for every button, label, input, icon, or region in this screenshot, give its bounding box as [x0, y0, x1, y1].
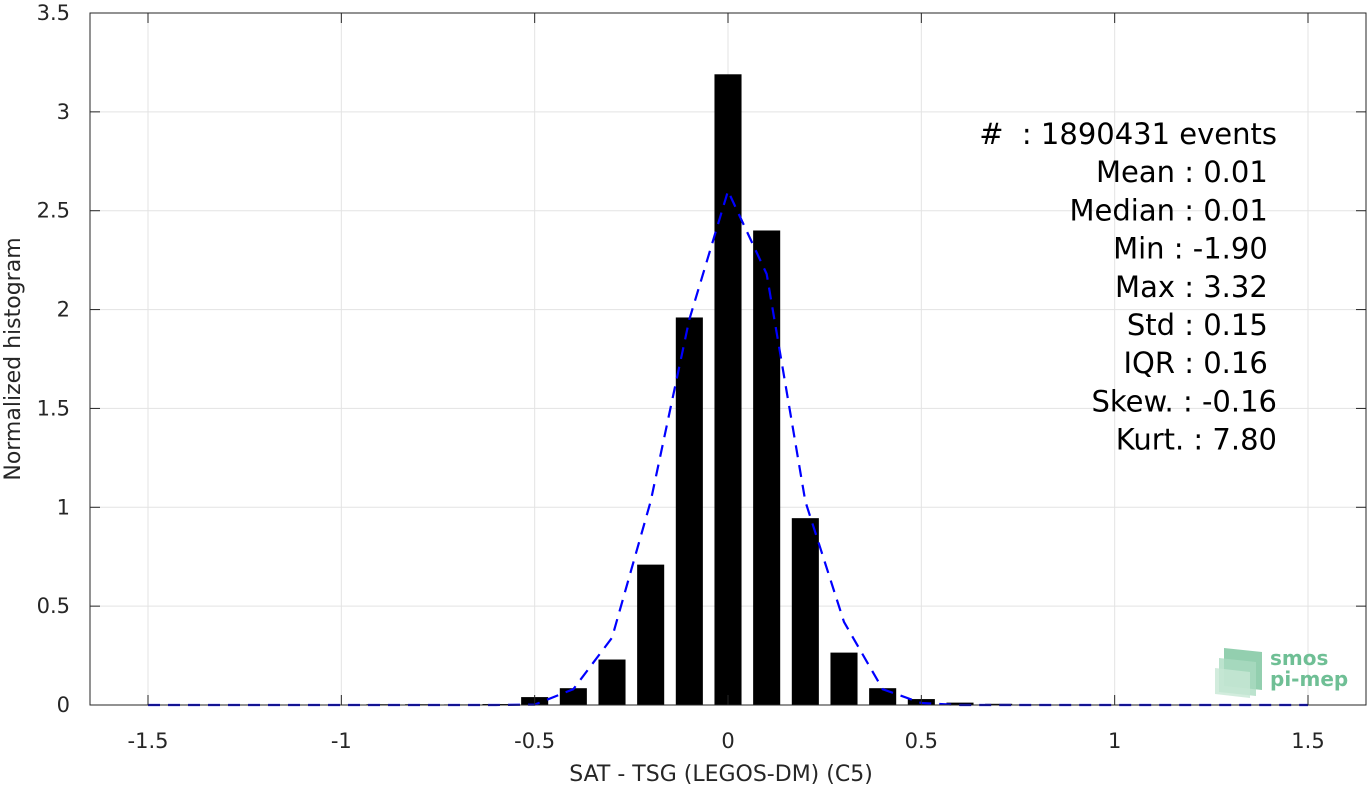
- logo-text-pimep: pi-mep: [1270, 667, 1348, 691]
- y-tick-label: 0: [57, 693, 70, 717]
- histogram-bar: [791, 518, 819, 705]
- x-tick-label: 0.5: [905, 729, 938, 753]
- stat-annotation: Kurt. : 7.80: [1116, 423, 1277, 457]
- stat-annotation: # : 1890431 events: [979, 117, 1277, 151]
- histogram-bar: [946, 702, 974, 705]
- statistics-box: # : 1890431 events Mean : 0.01 Median : 0…: [979, 117, 1277, 457]
- x-tick-label: 1.5: [1291, 729, 1324, 753]
- histogram-bar: [637, 564, 665, 705]
- histogram-bar: [985, 703, 1013, 705]
- logo-text-smos: smos: [1270, 646, 1328, 670]
- y-tick-label: 3: [57, 100, 70, 124]
- histogram-bar: [830, 652, 858, 705]
- y-axis-label: Normalized histogram: [1, 237, 26, 480]
- axis-ticks: [90, 12, 1366, 706]
- histogram-bar: [675, 317, 703, 705]
- y-tick-label: 2.5: [37, 199, 70, 223]
- y-tick-label: 1.5: [37, 396, 70, 420]
- y-tick-label: 0.5: [37, 594, 70, 618]
- x-tick-labels: -1.5 -1 -0.5 0 0.5 1 1.5: [128, 729, 1325, 753]
- x-tick-label: 1: [1108, 729, 1121, 753]
- y-tick-labels: 0 0.5 1 1.5 2 2.5 3 3.5: [37, 1, 70, 717]
- stat-annotation: IQR : 0.16: [1123, 346, 1277, 380]
- histogram-bar: [869, 688, 897, 705]
- stat-annotation: Max : 3.32: [1115, 270, 1277, 304]
- histogram-bar: [753, 230, 781, 705]
- stat-annotation: Mean : 0.01: [1096, 155, 1277, 189]
- stat-annotation: Skew. : -0.16: [1091, 384, 1277, 418]
- x-tick-label: 0: [721, 729, 734, 753]
- logo-mark-icon: [1215, 648, 1262, 698]
- stat-annotation: Median : 0.01: [1070, 193, 1277, 227]
- histogram-bar: [598, 659, 626, 705]
- smos-pi-mep-logo: smos pi-mep: [1215, 646, 1348, 698]
- histogram-bar: [559, 688, 587, 705]
- stat-annotation: Min : -1.90: [1113, 232, 1277, 266]
- histogram-bar: [714, 74, 742, 705]
- x-tick-label: -0.5: [514, 729, 555, 753]
- x-tick-label: -1: [331, 729, 352, 753]
- x-axis-label: SAT - TSG (LEGOS-DM) (C5): [569, 762, 873, 785]
- y-tick-label: 3.5: [37, 1, 70, 25]
- stat-annotation: Std : 0.15: [1127, 308, 1277, 342]
- histogram-bars: [327, 74, 1129, 705]
- x-tick-label: -1.5: [128, 729, 169, 753]
- y-tick-label: 1: [57, 495, 70, 519]
- y-tick-label: 2: [57, 298, 70, 322]
